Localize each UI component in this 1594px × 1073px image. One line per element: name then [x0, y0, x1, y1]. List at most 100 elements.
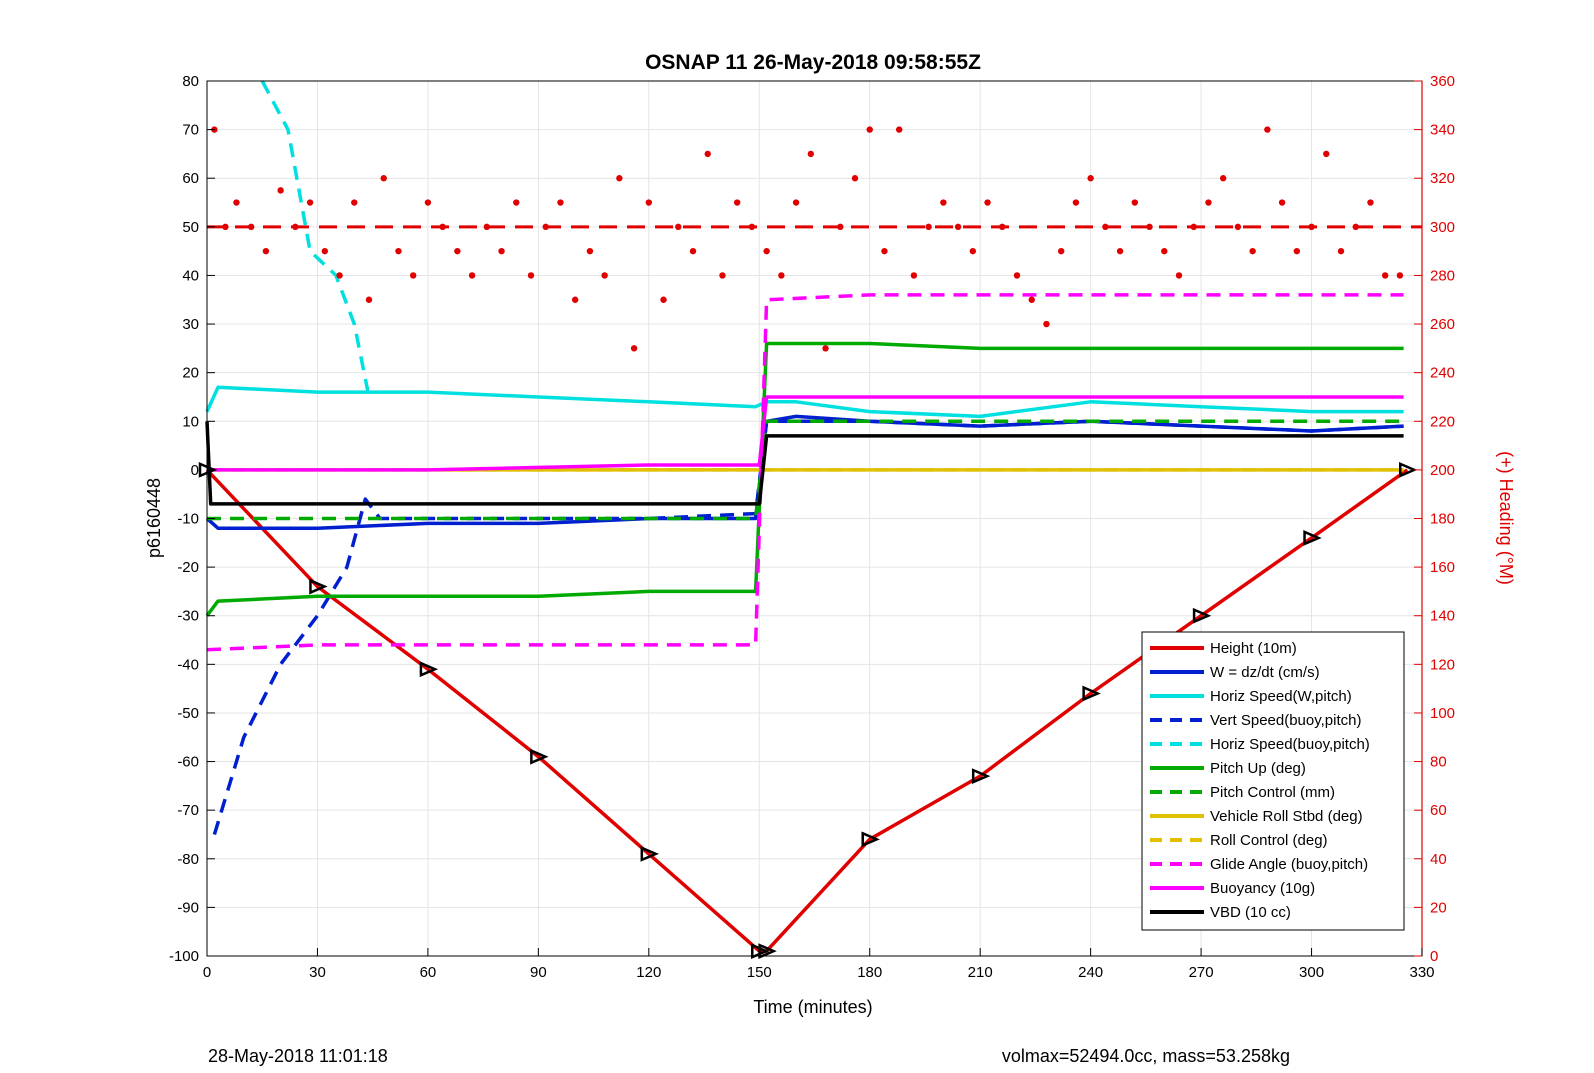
x-tick-label: 30 — [309, 964, 326, 981]
y-tick-label: 80 — [182, 73, 199, 90]
y2-tick-label: 40 — [1430, 851, 1447, 868]
y2-tick-label: 200 — [1430, 462, 1455, 479]
y2-tick-label: 160 — [1430, 559, 1455, 576]
legend-label-9: Glide Angle (buoy,pitch) — [1210, 856, 1368, 873]
heading-point — [1278, 199, 1286, 206]
y2-tick-label: 320 — [1430, 170, 1455, 187]
legend-label-1: W = dz/dt (cm/s) — [1210, 664, 1320, 681]
y2-tick-label: 340 — [1430, 122, 1455, 139]
heading-point — [630, 345, 638, 352]
y2-tick-label: 180 — [1430, 511, 1455, 528]
legend-label-2: Horiz Speed(W,pitch) — [1210, 688, 1352, 705]
heading-point — [571, 296, 579, 303]
height-marker — [1303, 530, 1322, 546]
heading-point — [1352, 223, 1359, 231]
y-tick-label: -60 — [177, 754, 199, 771]
heading-point — [233, 199, 240, 206]
heading-point — [807, 150, 815, 158]
heading-point — [866, 126, 873, 133]
legend-label-5: Pitch Up (deg) — [1210, 760, 1306, 777]
y2-tick-label: 0 — [1430, 948, 1438, 965]
heading-point — [1381, 272, 1389, 279]
heading-point — [586, 247, 594, 255]
y2-tick-label: 100 — [1430, 705, 1455, 722]
y2-tick-label: 120 — [1430, 656, 1455, 673]
series-line-4 — [260, 80, 371, 398]
height-marker — [971, 768, 991, 785]
y2-tick-label: 300 — [1430, 219, 1455, 236]
y2-tick-label: 220 — [1430, 413, 1455, 430]
y-tick-label: -10 — [177, 511, 199, 528]
heading-point — [336, 272, 343, 279]
legend: Height (10m) W = dz/dt (cm/s) Horiz Speed(… — [1141, 631, 1405, 931]
heading-point — [1205, 199, 1212, 206]
y2-tick-label: 240 — [1430, 365, 1455, 382]
x-tick-label: 330 — [1409, 964, 1434, 981]
y2-tick-label: 360 — [1430, 73, 1455, 90]
legend-label-11: VBD (10 cc) — [1210, 904, 1291, 921]
series-line-11 — [205, 421, 1404, 506]
chart-title: OSNAP 11 26-May-2018 09:58:55Z — [645, 51, 981, 74]
heading-point — [837, 223, 844, 231]
heading-point — [969, 247, 977, 255]
heading-point — [660, 296, 667, 303]
height-marker — [309, 578, 328, 595]
heading-point — [675, 223, 682, 231]
heading-point — [292, 223, 299, 231]
heading-point — [984, 199, 991, 206]
heading-point — [763, 247, 770, 255]
y2-tick-label: 140 — [1430, 608, 1455, 625]
height-marker — [1399, 461, 1418, 478]
height-marker — [1192, 607, 1212, 624]
heading-point — [247, 223, 255, 231]
heading-point — [277, 187, 284, 194]
legend-label-10: Buoyancy (10g) — [1210, 880, 1315, 897]
y-tick-label: -100 — [169, 948, 199, 965]
series-line-10 — [207, 395, 1404, 472]
heading-point — [498, 247, 505, 255]
y2-tick-label: 80 — [1430, 754, 1447, 771]
heading-point — [999, 223, 1006, 231]
heading-point — [1146, 223, 1153, 231]
y2-axis-label: (+) Heading (°M) — [1496, 451, 1516, 585]
heading-point — [822, 345, 829, 352]
y-tick-label: -70 — [177, 802, 199, 819]
heading-point — [1102, 223, 1109, 231]
heading-point — [940, 199, 947, 206]
x-tick-label: 90 — [530, 964, 547, 981]
x-tick-label: 270 — [1189, 964, 1214, 981]
legend-box — [1141, 631, 1405, 931]
data-layer — [198, 80, 1422, 960]
heading-point — [719, 272, 726, 279]
heading-point — [527, 272, 535, 279]
x-tick-label: 0 — [203, 964, 211, 981]
heading-point — [704, 150, 711, 158]
heading-point — [222, 223, 229, 231]
heading-point — [881, 247, 888, 255]
height-marker — [861, 831, 880, 848]
footer-timestamp: 28-May-2018 11:01:18 — [208, 1046, 388, 1066]
x-tick-label: 300 — [1299, 964, 1324, 981]
heading-point — [1028, 296, 1035, 303]
heading-point — [954, 223, 962, 231]
x-tick-label: 210 — [968, 964, 993, 981]
heading-point — [645, 199, 653, 206]
heading-point — [748, 223, 756, 231]
axes: 0 30 60 90 120 150 180 210 240 270 300 330807060504… — [169, 73, 1455, 981]
y-tick-label: 10 — [182, 413, 199, 430]
heading-point — [616, 175, 623, 182]
footer-volmax-mass: volmax=52494.0cc, mass=53.258kg — [1002, 1046, 1290, 1066]
heading-point — [351, 199, 358, 206]
legend-label-3: Vert Speed(buoy,pitch) — [1210, 712, 1361, 729]
heading-point — [851, 175, 859, 182]
heading-point — [895, 126, 903, 133]
heading-point — [409, 272, 417, 279]
y-axis-label: p6160448 — [144, 478, 164, 558]
heading-point — [689, 247, 697, 255]
y-tick-label: 50 — [182, 219, 199, 236]
y-tick-label: -40 — [177, 656, 199, 673]
x-tick-label: 150 — [747, 964, 772, 981]
heading-point — [925, 223, 932, 231]
heading-point — [1072, 199, 1080, 206]
series-line-3 — [212, 419, 1404, 836]
